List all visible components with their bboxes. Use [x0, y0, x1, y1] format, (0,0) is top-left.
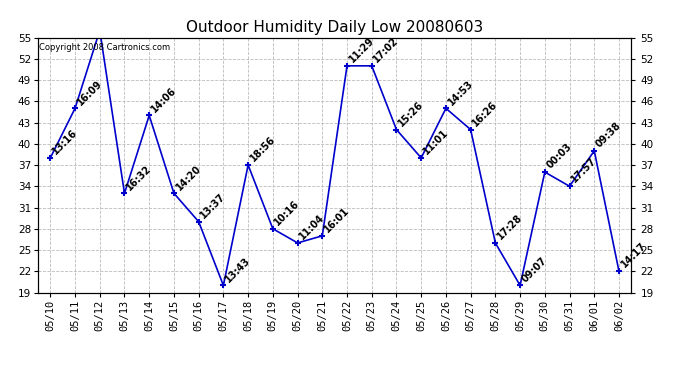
- Text: 14:20: 14:20: [174, 163, 203, 192]
- Text: 14:53: 14:53: [446, 78, 475, 107]
- Text: 16:09: 16:09: [75, 78, 104, 107]
- Text: 14:06: 14:06: [149, 85, 178, 114]
- Text: 09:07: 09:07: [520, 255, 549, 284]
- Text: 15:26: 15:26: [396, 99, 425, 128]
- Text: 17:57: 17:57: [569, 156, 598, 185]
- Text: 16:01: 16:01: [322, 206, 351, 234]
- Text: 14:17: 14:17: [619, 241, 648, 270]
- Text: 16:26: 16:26: [471, 99, 500, 128]
- Text: 11:01: 11:01: [421, 128, 450, 156]
- Text: 17:02: 17:02: [372, 36, 401, 64]
- Title: Outdoor Humidity Daily Low 20080603: Outdoor Humidity Daily Low 20080603: [186, 20, 483, 35]
- Text: 18:56: 18:56: [248, 135, 277, 164]
- Text: 09:38: 09:38: [594, 120, 623, 150]
- Text: Copyright 2008 Cartronics.com: Copyright 2008 Cartronics.com: [39, 43, 170, 52]
- Text: 00:03: 00:03: [544, 142, 573, 171]
- Text: 10:27: 10:27: [0, 374, 1, 375]
- Text: 11:29: 11:29: [347, 36, 376, 64]
- Text: 17:28: 17:28: [495, 213, 524, 242]
- Text: 13:37: 13:37: [199, 191, 228, 220]
- Text: 13:16: 13:16: [50, 128, 79, 156]
- Text: 16:32: 16:32: [124, 163, 153, 192]
- Text: 11:04: 11:04: [297, 213, 326, 242]
- Text: 13:43: 13:43: [224, 255, 253, 284]
- Text: 10:16: 10:16: [273, 198, 302, 227]
